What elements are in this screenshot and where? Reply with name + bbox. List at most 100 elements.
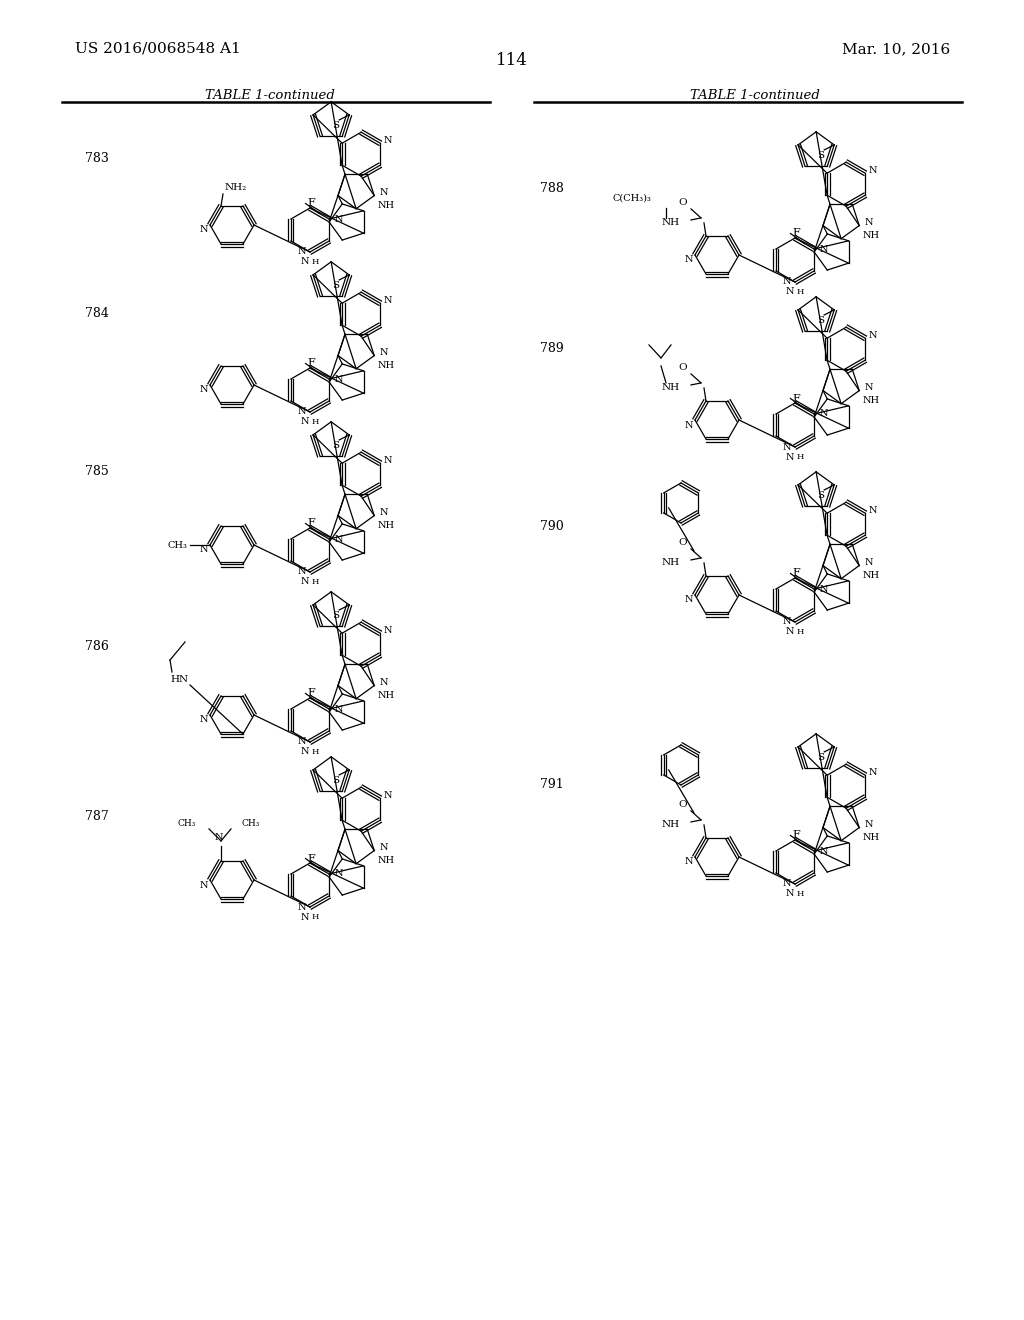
Text: F: F bbox=[793, 830, 801, 841]
Text: NH: NH bbox=[862, 572, 880, 579]
Text: 784: 784 bbox=[85, 308, 109, 319]
Text: N: N bbox=[782, 442, 792, 451]
Text: N: N bbox=[865, 820, 873, 829]
Text: NH: NH bbox=[862, 833, 880, 842]
Text: S: S bbox=[333, 121, 340, 131]
Text: H: H bbox=[311, 418, 318, 426]
Text: N: N bbox=[380, 678, 388, 688]
Text: N: N bbox=[200, 715, 208, 725]
Text: N: N bbox=[380, 508, 388, 517]
Text: N: N bbox=[785, 288, 795, 297]
Text: N: N bbox=[335, 535, 343, 544]
Text: CH₃: CH₃ bbox=[167, 540, 187, 549]
Text: F: F bbox=[307, 359, 315, 368]
Text: NH: NH bbox=[662, 558, 680, 568]
Text: N: N bbox=[200, 545, 208, 554]
Text: Mar. 10, 2016: Mar. 10, 2016 bbox=[842, 42, 950, 55]
Text: TABLE 1-continued: TABLE 1-continued bbox=[205, 88, 335, 102]
Text: N: N bbox=[384, 455, 392, 465]
Text: N: N bbox=[380, 348, 388, 358]
Text: 789: 789 bbox=[540, 342, 564, 355]
Text: S: S bbox=[333, 776, 340, 785]
Text: CH₃: CH₃ bbox=[241, 820, 259, 829]
Text: NH: NH bbox=[378, 692, 395, 700]
Text: N: N bbox=[215, 833, 223, 842]
Text: HN: HN bbox=[171, 676, 189, 685]
Text: N: N bbox=[301, 417, 309, 426]
Text: O: O bbox=[679, 363, 687, 372]
Text: N: N bbox=[298, 568, 306, 577]
Text: H: H bbox=[311, 257, 318, 267]
Text: N: N bbox=[384, 136, 392, 145]
Text: S: S bbox=[333, 611, 340, 620]
Text: F: F bbox=[793, 569, 801, 578]
Text: N: N bbox=[782, 618, 792, 627]
Text: NH: NH bbox=[662, 383, 680, 392]
Text: H: H bbox=[311, 578, 318, 586]
Text: S: S bbox=[817, 754, 824, 763]
Text: N: N bbox=[785, 453, 795, 462]
Text: S: S bbox=[817, 317, 824, 325]
Text: O: O bbox=[679, 539, 687, 548]
Text: NH: NH bbox=[378, 201, 395, 210]
Text: N: N bbox=[301, 578, 309, 586]
Text: N: N bbox=[384, 791, 392, 800]
Text: N: N bbox=[200, 880, 208, 890]
Text: H: H bbox=[797, 453, 804, 461]
Text: N: N bbox=[869, 331, 878, 339]
Text: N: N bbox=[380, 187, 388, 197]
Text: 788: 788 bbox=[540, 182, 564, 195]
Text: N: N bbox=[820, 244, 828, 253]
Text: H: H bbox=[311, 748, 318, 756]
Text: H: H bbox=[797, 288, 804, 296]
Text: 783: 783 bbox=[85, 152, 109, 165]
Text: N: N bbox=[301, 747, 309, 756]
Text: N: N bbox=[298, 903, 306, 912]
Text: N: N bbox=[301, 257, 309, 267]
Text: N: N bbox=[335, 870, 343, 879]
Text: N: N bbox=[865, 558, 873, 568]
Text: F: F bbox=[307, 519, 315, 528]
Text: N: N bbox=[820, 409, 828, 418]
Text: NH: NH bbox=[378, 857, 395, 865]
Text: S: S bbox=[817, 152, 824, 160]
Text: N: N bbox=[200, 385, 208, 395]
Text: 791: 791 bbox=[540, 777, 564, 791]
Text: F: F bbox=[793, 228, 801, 239]
Text: NH: NH bbox=[662, 821, 680, 829]
Text: NH: NH bbox=[378, 521, 395, 531]
Text: US 2016/0068548 A1: US 2016/0068548 A1 bbox=[75, 42, 241, 55]
Text: H: H bbox=[311, 913, 318, 921]
Text: 790: 790 bbox=[540, 520, 564, 533]
Text: N: N bbox=[685, 256, 693, 264]
Text: N: N bbox=[335, 705, 343, 714]
Text: N: N bbox=[782, 277, 792, 286]
Text: N: N bbox=[820, 846, 828, 855]
Text: H: H bbox=[797, 890, 804, 898]
Text: S: S bbox=[817, 491, 824, 500]
Text: N: N bbox=[782, 879, 792, 888]
Text: F: F bbox=[793, 393, 801, 404]
Text: NH₂: NH₂ bbox=[225, 183, 247, 193]
Text: F: F bbox=[307, 689, 315, 698]
Text: N: N bbox=[384, 296, 392, 305]
Text: N: N bbox=[685, 595, 693, 605]
Text: N: N bbox=[298, 408, 306, 417]
Text: H: H bbox=[797, 628, 804, 636]
Text: N: N bbox=[685, 858, 693, 866]
Text: N: N bbox=[820, 585, 828, 594]
Text: N: N bbox=[384, 626, 392, 635]
Text: 785: 785 bbox=[85, 465, 109, 478]
Text: N: N bbox=[200, 226, 208, 235]
Text: N: N bbox=[298, 738, 306, 747]
Text: NH: NH bbox=[378, 362, 395, 370]
Text: N: N bbox=[298, 248, 306, 256]
Text: N: N bbox=[335, 375, 343, 384]
Text: N: N bbox=[380, 843, 388, 853]
Text: NH: NH bbox=[862, 231, 880, 240]
Text: N: N bbox=[785, 627, 795, 636]
Text: N: N bbox=[869, 506, 878, 515]
Text: F: F bbox=[307, 198, 315, 209]
Text: S: S bbox=[333, 281, 340, 290]
Text: TABLE 1-continued: TABLE 1-continued bbox=[690, 88, 820, 102]
